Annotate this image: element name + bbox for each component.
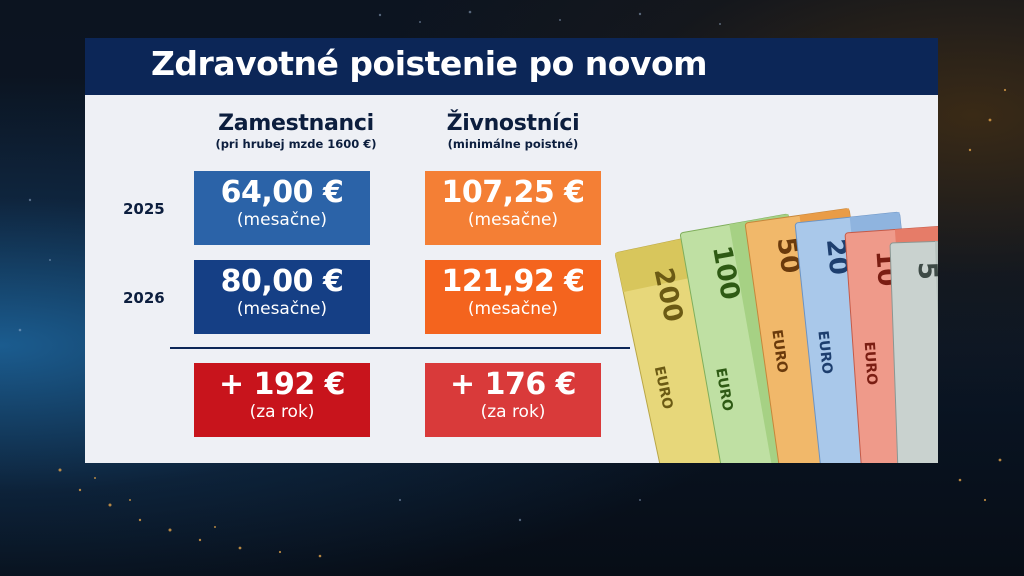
column-subheading-label: (minimálne poistné) — [447, 137, 579, 151]
svg-text:5: 5 — [912, 261, 938, 280]
divider-line — [170, 347, 630, 349]
column-subheading-label: (pri hrubej mzde 1600 €) — [215, 137, 377, 151]
selfemployed-2025-box: 107,25 € (mesačne) — [425, 171, 601, 245]
column-heading-employees: Zamestnanci (pri hrubej mzde 1600 €) — [191, 111, 401, 151]
infographic-panel: Zdravotné poistenie po novom Zamestnanci… — [85, 38, 938, 463]
euro-banknotes-image: 200 EURO 100 EURO 50 EURO 20 EURO 10 EUR… — [615, 208, 938, 463]
amount-period: (mesačne) — [236, 299, 328, 319]
employee-2025-box: 64,00 € (mesačne) — [194, 171, 370, 245]
column-heading-label: Živnostníci — [446, 111, 580, 136]
column-heading-selfemployed: Živnostníci (minimálne poistné) — [408, 111, 618, 151]
amount-period: (mesačne) — [467, 210, 559, 230]
amount-period: (za rok) — [480, 402, 546, 422]
svg-text:EURO: EURO — [768, 329, 790, 375]
svg-text:EURO: EURO — [861, 341, 880, 386]
banknote-5: 5 — [889, 239, 938, 463]
title-bar: Zdravotné poistenie po novom — [85, 38, 938, 95]
amount-value: + 176 € — [449, 367, 577, 402]
column-heading-label: Zamestnanci — [218, 111, 374, 136]
amount-period: (mesačne) — [236, 210, 328, 230]
svg-text:EURO: EURO — [712, 367, 735, 413]
amount-value: 80,00 € — [220, 264, 344, 299]
amount-value: + 192 € — [218, 367, 346, 402]
employee-2026-box: 80,00 € (mesačne) — [194, 260, 370, 334]
employee-difference-box: + 192 € (za rok) — [194, 363, 370, 437]
page-title: Zdravotné poistenie po novom — [151, 44, 708, 83]
selfemployed-2026-box: 121,92 € (mesačne) — [425, 260, 601, 334]
selfemployed-difference-box: + 176 € (za rok) — [425, 363, 601, 437]
amount-value: 121,92 € — [441, 264, 585, 299]
svg-text:EURO: EURO — [814, 330, 834, 375]
year-label-2026: 2026 — [123, 289, 165, 307]
amount-period: (mesačne) — [467, 299, 559, 319]
year-label-2025: 2025 — [123, 200, 165, 218]
amount-value: 107,25 € — [441, 175, 585, 210]
amount-value: 64,00 € — [220, 175, 344, 210]
amount-period: (za rok) — [249, 402, 315, 422]
